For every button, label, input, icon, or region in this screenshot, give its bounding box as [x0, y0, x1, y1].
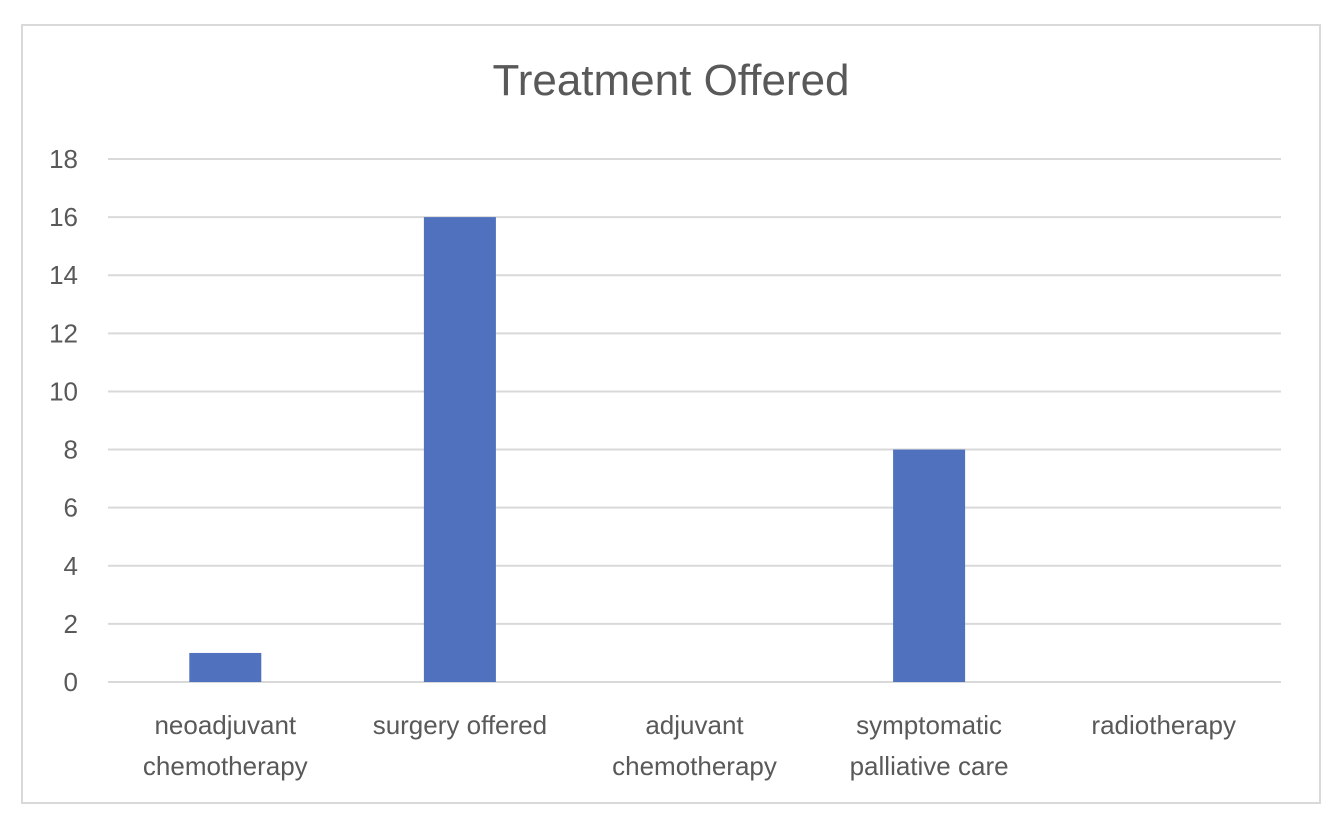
gridlines	[108, 158, 1281, 683]
y-tick-label: 18	[49, 144, 78, 174]
x-axis-categories: neoadjuvant chemotherapy surgery offered ad…	[143, 710, 1236, 781]
x-category-label: radiotherapy	[1091, 710, 1236, 740]
x-category-label: chemotherapy	[143, 751, 308, 781]
y-tick-label: 16	[49, 202, 78, 232]
bars	[189, 217, 966, 682]
y-tick-label: 10	[49, 376, 78, 406]
x-category-label: adjuvant	[645, 710, 744, 740]
chart-title: Treatment Offered	[492, 56, 850, 105]
y-axis-ticks: 0 2 4 6 8 10 12 14 16 18	[49, 144, 78, 697]
bar-0	[189, 652, 262, 682]
x-category-label: symptomatic	[856, 710, 1002, 740]
y-tick-label: 12	[49, 318, 78, 348]
x-category-label: surgery offered	[373, 710, 547, 740]
bar-3	[893, 449, 966, 682]
y-tick-label: 0	[64, 667, 78, 697]
y-tick-label: 8	[64, 435, 78, 465]
y-tick-label: 2	[64, 609, 78, 639]
y-tick-label: 6	[64, 493, 78, 523]
bar-1	[423, 217, 496, 682]
x-category-label: palliative care	[850, 751, 1009, 781]
y-tick-label: 4	[64, 551, 78, 581]
x-category-label: chemotherapy	[612, 751, 777, 781]
y-tick-label: 14	[49, 260, 78, 290]
x-category-label: neoadjuvant	[154, 710, 296, 740]
